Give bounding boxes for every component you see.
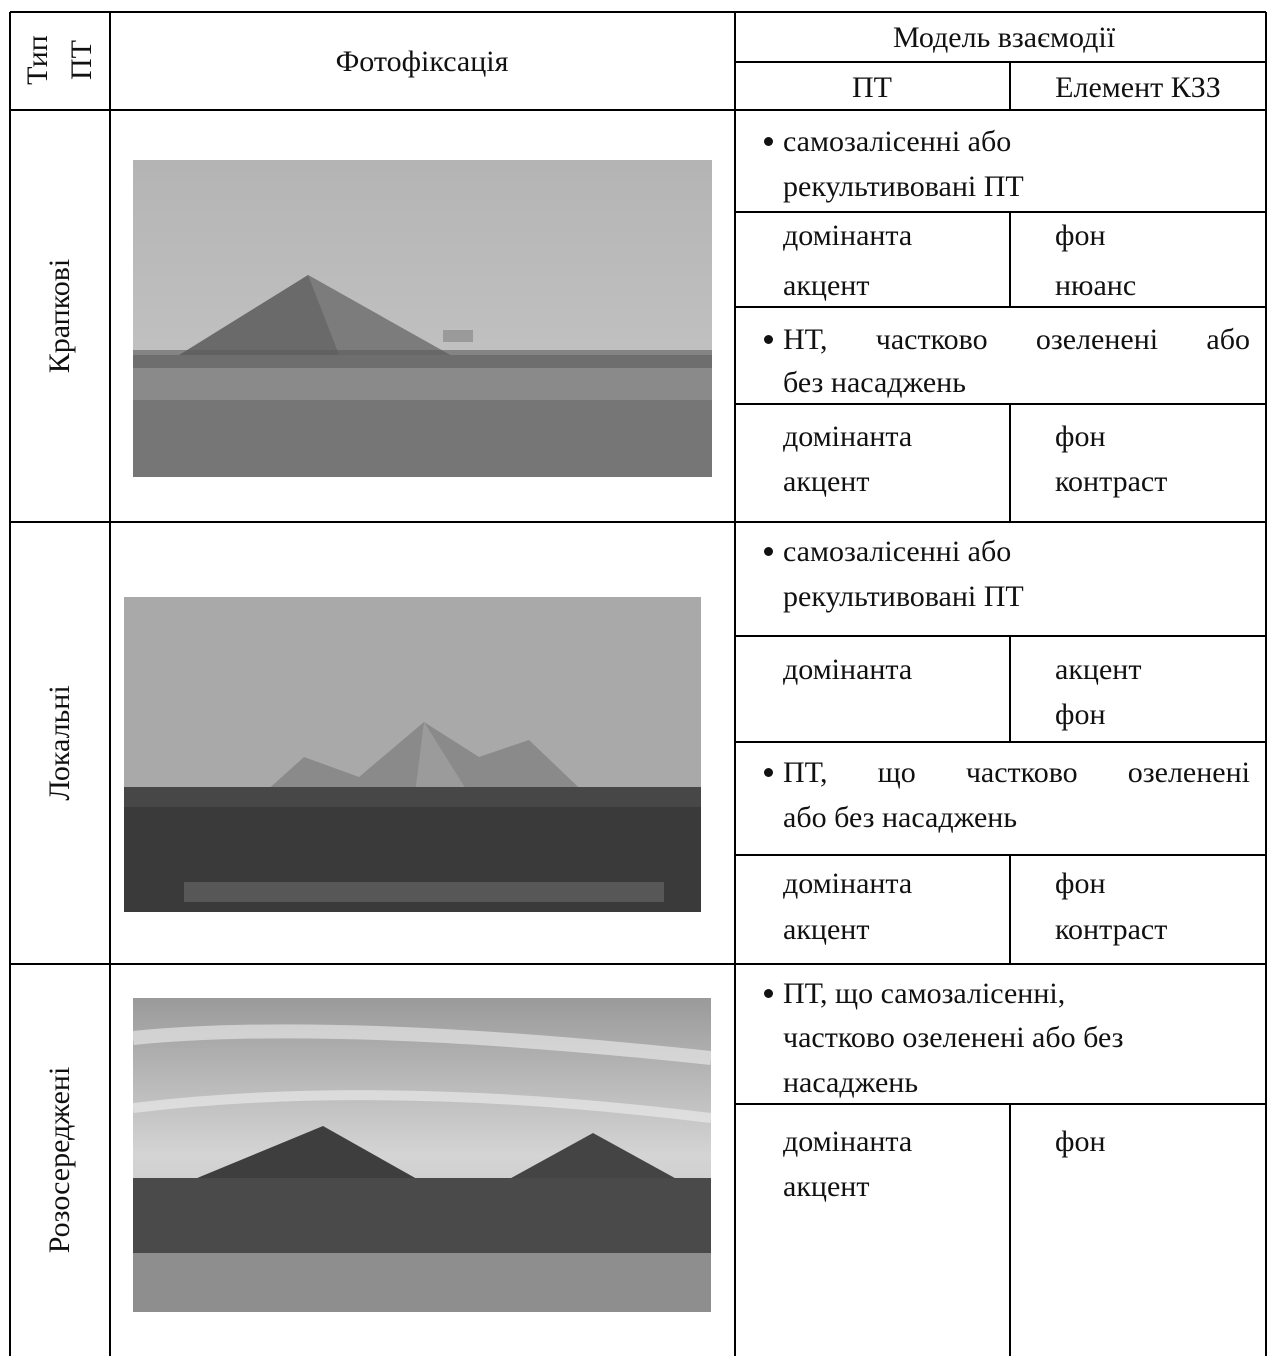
photo xyxy=(133,998,711,1312)
element-role: контраст xyxy=(1055,913,1168,946)
element-role: фон xyxy=(1055,420,1106,453)
bullet xyxy=(764,989,773,998)
condition-line: або без насаджень xyxy=(783,801,1017,834)
bullet xyxy=(764,137,773,146)
pt-role: акцент xyxy=(783,465,870,498)
pt-role: домінанта xyxy=(783,219,913,252)
header-pt: ПТ xyxy=(852,71,892,104)
condition-line: рекультивовані ПТ xyxy=(783,580,1024,613)
pt-role: домінанта xyxy=(783,1125,913,1158)
header-photo: Фотофіксація xyxy=(335,45,509,78)
condition-line: ПТ, що самозалісенні, xyxy=(783,977,1066,1010)
condition-line: самозалісенні або xyxy=(783,125,1012,158)
element-role: акцент xyxy=(1055,653,1142,686)
condition-line: частково озеленені або без xyxy=(783,1021,1124,1054)
header-type: ПТ xyxy=(65,40,98,80)
pt-role: домінанта xyxy=(783,420,913,453)
condition-line: НТ, частково озеленені або xyxy=(783,323,1250,356)
element-role: фон xyxy=(1055,698,1106,731)
pt-role: акцент xyxy=(783,1170,870,1203)
element-role: фон xyxy=(1055,219,1106,252)
element-role: фон xyxy=(1055,1125,1106,1158)
photo xyxy=(133,160,712,477)
bullet xyxy=(764,335,773,344)
row-type: Локальні xyxy=(43,685,76,801)
row-type: Крапкові xyxy=(43,258,76,374)
element-role: нюанс xyxy=(1055,269,1137,302)
pt-role: акцент xyxy=(783,269,870,302)
header-type: Тип xyxy=(21,35,54,85)
bullet xyxy=(764,547,773,556)
condition-line: насаджень xyxy=(783,1066,919,1099)
element-role: контраст xyxy=(1055,465,1168,498)
element-role: фон xyxy=(1055,867,1106,900)
pt-role: домінанта xyxy=(783,653,913,686)
condition-line: без насаджень xyxy=(783,366,966,399)
condition-line: самозалісенні або xyxy=(783,535,1012,568)
header-element: Елемент КЗЗ xyxy=(1055,71,1221,104)
pt-role: домінанта xyxy=(783,867,913,900)
condition-line: ПТ, що частково озеленені xyxy=(783,756,1250,789)
row-type: Розосереджені xyxy=(43,1066,76,1254)
bullet xyxy=(764,768,773,777)
pt-role: акцент xyxy=(783,913,870,946)
condition-line: рекультивовані ПТ xyxy=(783,170,1024,203)
photo xyxy=(124,597,701,912)
header-model: Модель взаємодії xyxy=(892,21,1116,54)
